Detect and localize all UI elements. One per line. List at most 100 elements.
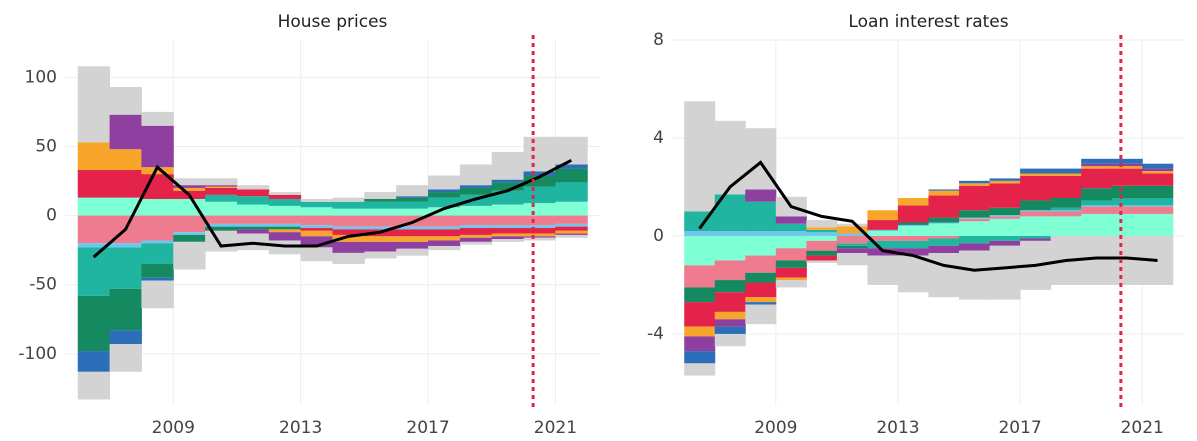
bar-segment <box>364 236 397 242</box>
bar-segment <box>1111 163 1143 167</box>
bar-segment <box>806 235 838 241</box>
bar-segment <box>236 189 270 197</box>
bar-segment <box>928 217 960 223</box>
bar-segment <box>989 183 1021 208</box>
bar-segment <box>141 243 174 264</box>
bar-segment <box>714 311 746 320</box>
bar-segment <box>77 197 111 216</box>
bar-segment <box>459 234 493 238</box>
bar-segment <box>684 231 716 236</box>
bar-segment <box>1111 168 1143 186</box>
bar-segment <box>1050 173 1082 176</box>
bar-segment <box>396 248 429 256</box>
bar-segment <box>332 229 365 235</box>
bar-segment <box>989 207 1021 216</box>
bar-segment <box>1020 175 1052 201</box>
x-tick-label: 2021 <box>1121 418 1164 438</box>
bar-segment <box>745 235 777 256</box>
bar-segment <box>745 302 777 305</box>
bar-segment <box>364 192 397 199</box>
bar-segment <box>775 216 807 224</box>
bar-segment <box>897 226 929 236</box>
bar-segment <box>141 280 174 309</box>
bar-segment <box>236 215 270 224</box>
bar-segment <box>836 226 868 234</box>
bar-segment <box>268 232 302 241</box>
bar-segment <box>396 185 429 197</box>
bar-segment <box>1020 238 1052 241</box>
bar-segment <box>897 198 929 206</box>
bar-segment <box>205 215 238 224</box>
bar-segment <box>77 247 111 296</box>
y-tick-label: 4 <box>653 128 664 148</box>
bar-segment <box>332 201 365 209</box>
bar-segment <box>714 292 746 312</box>
bar-segment <box>459 215 493 226</box>
bar-segment <box>459 241 493 245</box>
bar-segment <box>836 245 868 249</box>
bar-segment <box>77 66 111 143</box>
bar-segment <box>1081 168 1113 189</box>
bar-segment <box>555 234 588 238</box>
bar-segment <box>555 168 588 183</box>
bar-segment <box>236 226 270 230</box>
bar-segment <box>959 180 991 184</box>
bar-segment <box>745 272 777 283</box>
bar-segment <box>928 189 960 191</box>
bar-segment <box>745 297 777 303</box>
bar-segment <box>173 241 206 270</box>
bar-segment <box>428 246 461 251</box>
bar-segment <box>959 235 991 244</box>
bar-segment <box>775 260 807 268</box>
bar-segment <box>867 240 899 249</box>
bar-segment <box>205 186 238 188</box>
bar-segment <box>989 218 1021 236</box>
bar-segment <box>775 235 807 249</box>
bar-segment <box>684 302 716 327</box>
bar-segment <box>555 201 588 216</box>
bar-segment <box>459 187 493 195</box>
bar-segment <box>77 169 111 198</box>
bar-segment <box>109 149 142 170</box>
bar-segment <box>714 231 746 236</box>
bar-segment <box>555 136 588 165</box>
bar-segment <box>523 186 556 204</box>
x-tick-label: 2009 <box>152 418 195 438</box>
bar-segment <box>1081 206 1113 214</box>
bar-segment <box>236 223 270 227</box>
bar-segment <box>173 178 206 186</box>
bar-segment <box>1111 213 1143 236</box>
bar-segment <box>77 371 111 400</box>
bar-segment <box>775 280 807 288</box>
bar-segment <box>714 235 746 261</box>
bar-segment <box>745 201 777 232</box>
bar-segment <box>77 243 111 248</box>
bar-segment <box>1081 188 1113 201</box>
bar-segment <box>684 326 716 337</box>
bar-segment <box>684 336 716 352</box>
bar-segment <box>989 178 1021 181</box>
bar-segment <box>1142 205 1174 207</box>
bar-segment <box>836 248 868 254</box>
bar-segment <box>1142 185 1174 199</box>
y-tick-label: -100 <box>18 344 57 364</box>
bar-segment <box>173 187 206 191</box>
bar-segment <box>1111 185 1143 199</box>
bar-segment <box>775 277 807 281</box>
bar-segment <box>836 223 868 227</box>
bar-segment <box>173 215 206 233</box>
bar-segment <box>714 280 746 293</box>
bar-segment <box>523 215 556 226</box>
bar-segment <box>1020 211 1052 217</box>
bar-segment <box>555 226 588 231</box>
bar-segment <box>806 229 838 233</box>
bar-segment <box>928 253 960 298</box>
bar-segment <box>959 218 991 222</box>
bar-segment <box>205 223 238 227</box>
bar-segment <box>1020 173 1052 176</box>
bar-segment <box>745 231 777 236</box>
bar-segment <box>714 120 746 195</box>
bar-segment <box>459 237 493 242</box>
bar-segment <box>1111 166 1143 169</box>
bar-segment <box>205 226 238 231</box>
